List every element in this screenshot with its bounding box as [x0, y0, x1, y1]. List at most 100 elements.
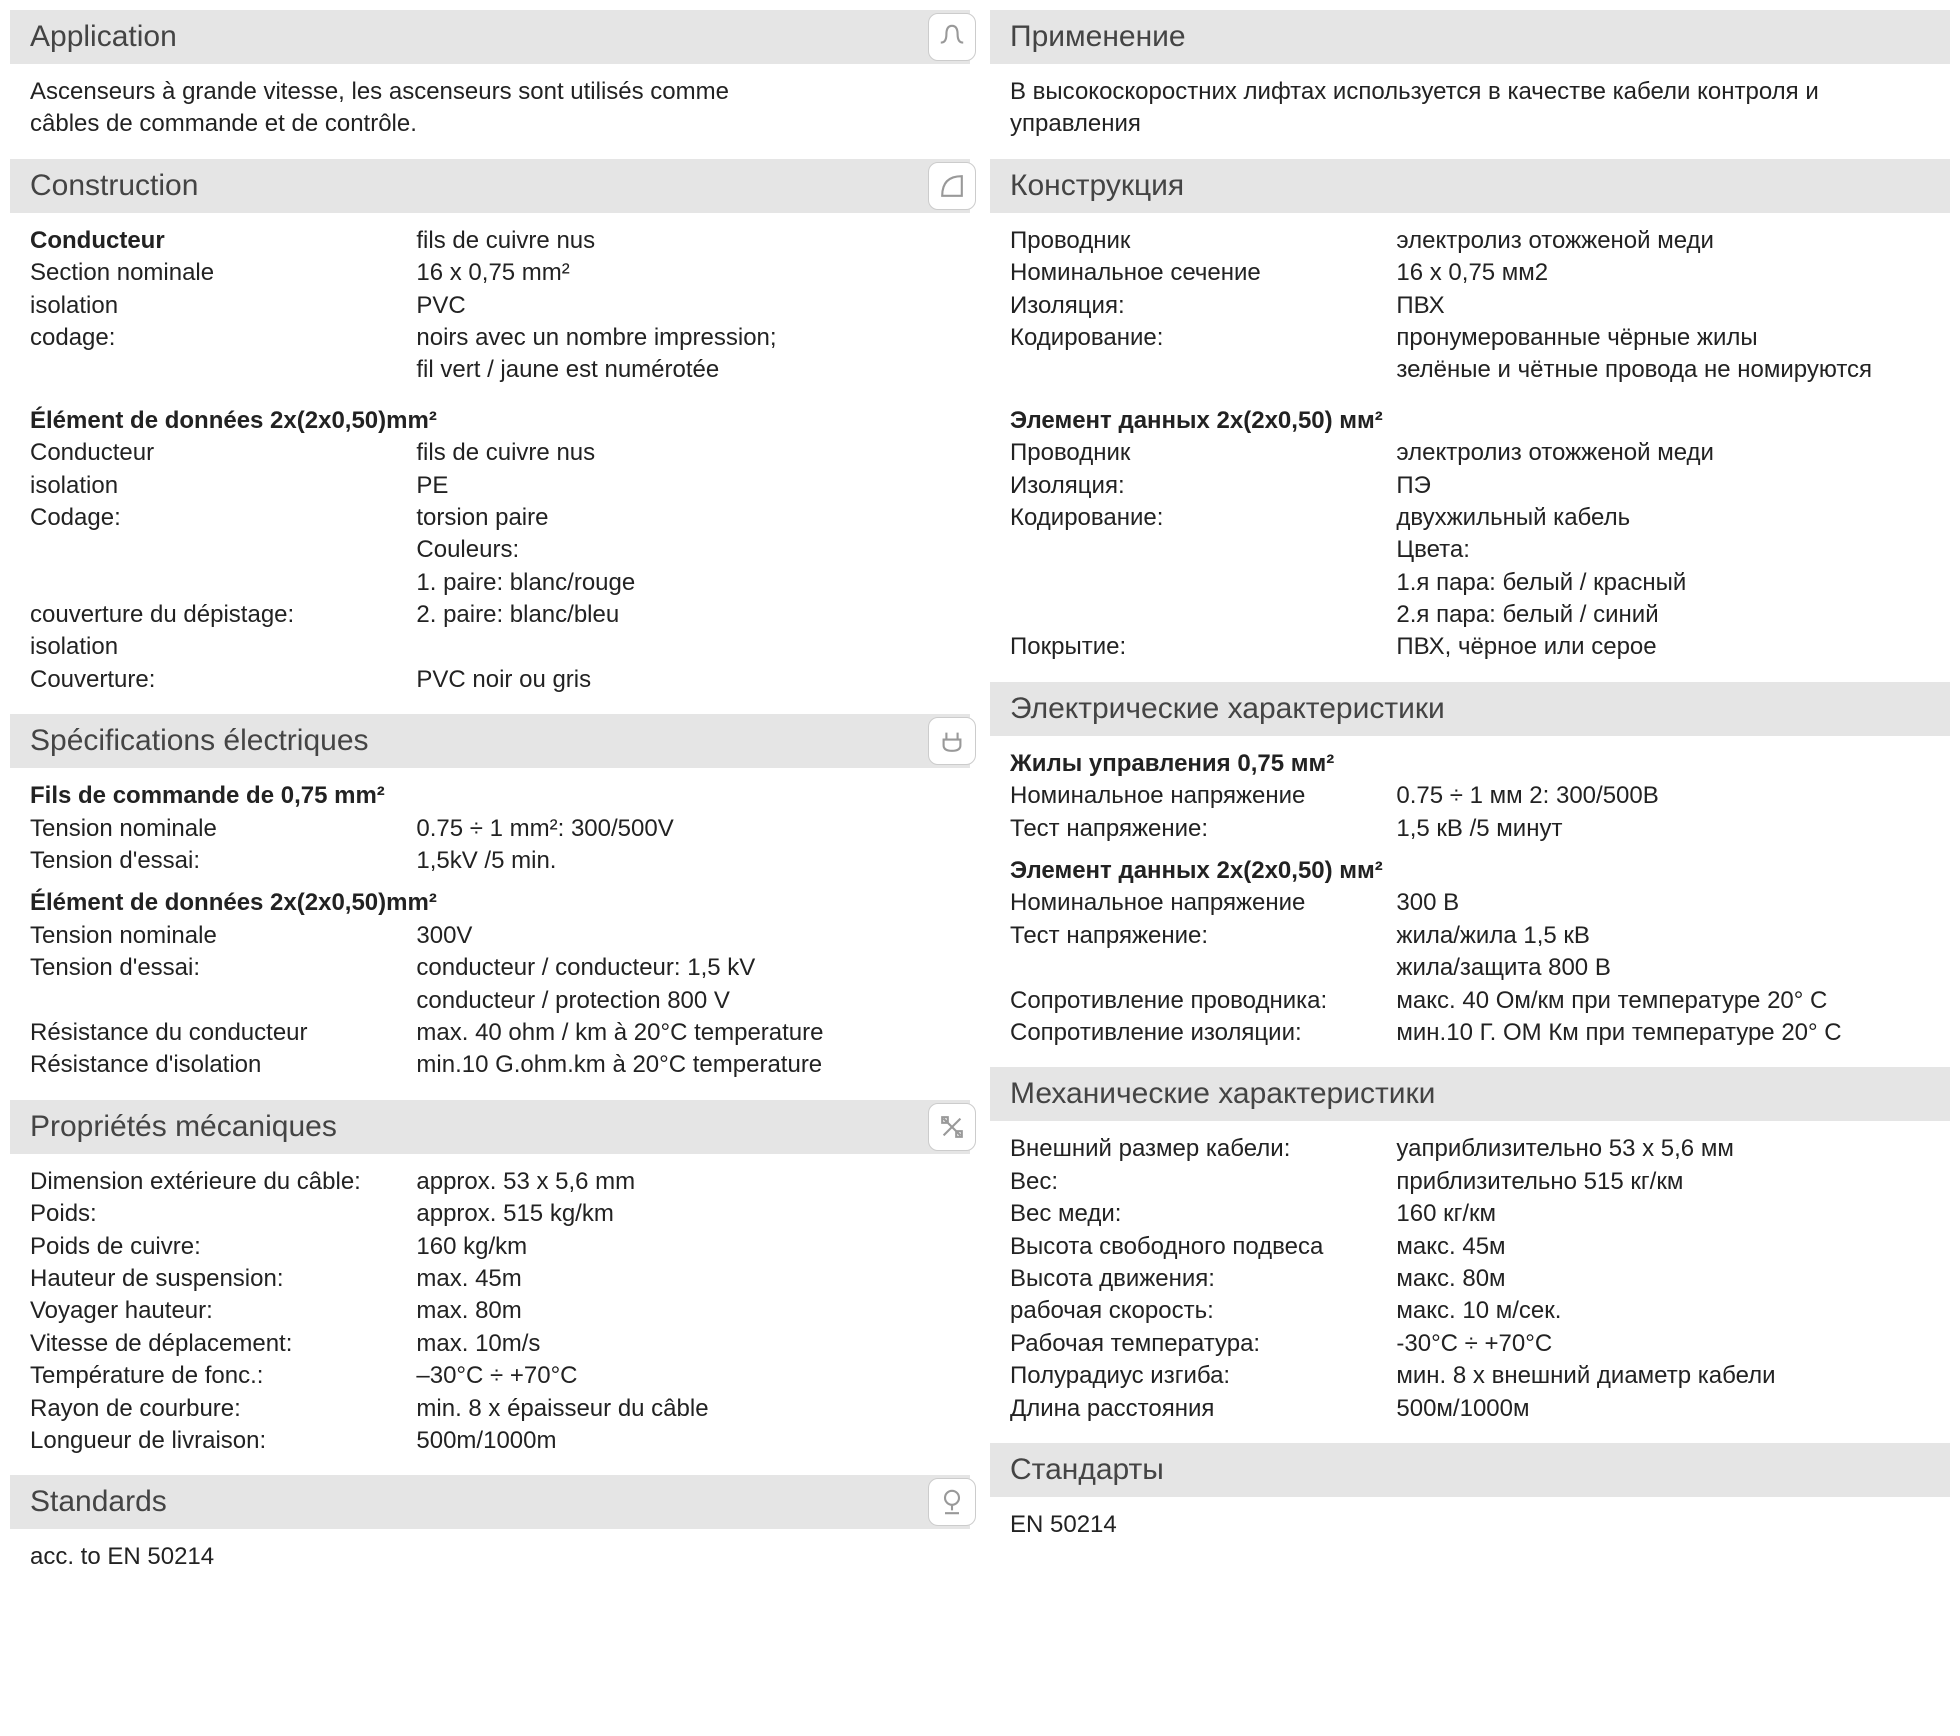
- row-label: рабочая скорость:: [1010, 1295, 1396, 1327]
- row-label: Vitesse de déplacement:: [30, 1328, 416, 1360]
- row-label: Dimension extérieure du câble:: [30, 1166, 416, 1198]
- row-value: мин.10 Г. ОМ Км при температуре 20° С: [1396, 1017, 1930, 1049]
- table-row: Voyager hauteur:max. 80m: [30, 1295, 950, 1327]
- row-label: isolation: [30, 631, 416, 663]
- row-value: [416, 631, 950, 663]
- row-label: Полурадиус изгиба:: [1010, 1360, 1396, 1392]
- ru-application-body: В высокоскоростних лифтах используется в…: [990, 76, 1950, 159]
- ru-electrical-body: Жилы управления 0,75 мм² Номинальное нап…: [990, 748, 1950, 1068]
- row-value: 300V: [416, 920, 950, 952]
- section-title: Standards: [30, 1485, 167, 1518]
- sub-title: Элемент данных 2x(2x0,50) мм²: [1010, 855, 1930, 887]
- ru-mechanical-header: Механические характеристики: [990, 1067, 1950, 1121]
- table-row: Вес меди:160 кг/км: [1010, 1198, 1930, 1230]
- table-row: 1.я пара: белый / красный: [1010, 567, 1930, 599]
- row-label: Poids:: [30, 1198, 416, 1230]
- table-row: Проводникэлектролиз отожженой меди: [1010, 437, 1930, 469]
- table-row: Température de fonc.:–30°C ÷ +70°C: [30, 1360, 950, 1392]
- table-row: 2.я пара: белый / синий: [1010, 599, 1930, 631]
- row-label: isolation: [30, 470, 416, 502]
- row-label: Номинальное сечение: [1010, 257, 1396, 289]
- table-row: Изоляция:ПЭ: [1010, 470, 1930, 502]
- table-row: Hauteur de suspension:max. 45m: [30, 1263, 950, 1295]
- row-value: ПВХ, чёрное или серое: [1396, 631, 1930, 663]
- row-label: Hauteur de suspension:: [30, 1263, 416, 1295]
- row-label: Номинальное напряжение: [1010, 887, 1396, 919]
- row-value: max. 40 ohm / km à 20°C temperature: [416, 1017, 950, 1049]
- standards-text: acc. to EN 50214: [30, 1541, 950, 1573]
- row-value: электролиз отожженой меди: [1396, 225, 1930, 257]
- table-row: Rayon de courbure:min. 8 x épaisseur du …: [30, 1393, 950, 1425]
- row-value: Цвета:: [1396, 534, 1930, 566]
- plug-icon: [928, 717, 976, 765]
- fr-electrical-body: Fils de commande de 0,75 mm² Tension nom…: [10, 780, 970, 1100]
- table-row: Высота движения:макс. 80м: [1010, 1263, 1930, 1295]
- rows-container: Conducteurfils de cuivre nusisolationPEC…: [30, 437, 950, 696]
- table-row: Цвета:: [1010, 534, 1930, 566]
- row-label: Сопротивление проводника:: [1010, 985, 1396, 1017]
- table-row: Изоляция:ПВХ: [1010, 290, 1930, 322]
- row-value: 2.я пара: белый / синий: [1396, 599, 1930, 631]
- row-value: 16 x 0,75 mm²: [416, 257, 950, 289]
- table-row: Номинальное сечение16 x 0,75 мм2: [1010, 257, 1930, 289]
- row-value: conducteur / conducteur: 1,5 kV: [416, 952, 950, 984]
- row-label: [1010, 952, 1396, 984]
- tools-icon: [928, 1103, 976, 1151]
- table-row: Tension nominale0.75 ÷ 1 mm²: 300/500V: [30, 813, 950, 845]
- table-row: Внешний размер кабели:уаприблизительно 5…: [1010, 1133, 1930, 1165]
- fr-electrical-header: Spécifications électriques: [10, 714, 970, 768]
- row-label: [30, 534, 416, 566]
- row-label: Тест напряжение:: [1010, 813, 1396, 845]
- russian-column: Применение В высокоскоростних лифтах исп…: [990, 10, 1950, 1592]
- fr-mechanical-body: Dimension extérieure du câble:approx. 53…: [10, 1166, 970, 1476]
- row-label: Conducteur: [30, 225, 416, 257]
- row-label: couverture du dépistage:: [30, 599, 416, 631]
- row-value: 300 В: [1396, 887, 1930, 919]
- row-label: Номинальное напряжение: [1010, 780, 1396, 812]
- row-value: Couleurs:: [416, 534, 950, 566]
- ru-standards-header: Стандарты: [990, 1443, 1950, 1497]
- table-row: Section nominale16 x 0,75 mm²: [30, 257, 950, 289]
- table-row: Résistance d'isolationmin.10 G.ohm.km à …: [30, 1049, 950, 1081]
- table-row: жила/защита 800 В: [1010, 952, 1930, 984]
- row-value: approx. 515 kg/km: [416, 1198, 950, 1230]
- section-title: Электрические характеристики: [1010, 692, 1445, 725]
- section-title: Применение: [1010, 20, 1186, 53]
- fr-application-body: Ascenseurs à grande vitesse, les ascense…: [10, 76, 970, 159]
- row-label: Рабочая температура:: [1010, 1328, 1396, 1360]
- row-value: 16 x 0,75 мм2: [1396, 257, 1930, 289]
- sub-title: Элемент данных 2x(2x0,50) мм²: [1010, 405, 1930, 437]
- sub-title: Жилы управления 0,75 мм²: [1010, 748, 1930, 780]
- table-row: Poids de cuivre:160 kg/km: [30, 1231, 950, 1263]
- wave-icon: [928, 13, 976, 61]
- fr-standards-body: acc. to EN 50214: [10, 1541, 970, 1591]
- row-label: Изоляция:: [1010, 290, 1396, 322]
- row-value: max. 80m: [416, 1295, 950, 1327]
- section-title: Механические характеристики: [1010, 1077, 1435, 1110]
- row-label: [1010, 567, 1396, 599]
- ru-construction-header: Конструкция: [990, 159, 1950, 213]
- sub-title: Élément de données 2x(2x0,50)mm²: [30, 887, 950, 919]
- row-value: электролиз отожженой меди: [1396, 437, 1930, 469]
- row-label: Tension nominale: [30, 920, 416, 952]
- ru-construction-sub: Элемент данных 2x(2x0,50) мм² Проводникэ…: [990, 405, 1950, 682]
- section-title: Spécifications électriques: [30, 724, 369, 757]
- rows-container: Номинальное напряжение0.75 ÷ 1 мм 2: 300…: [1010, 780, 1930, 845]
- row-label: Résistance d'isolation: [30, 1049, 416, 1081]
- table-row: Проводникэлектролиз отожженой меди: [1010, 225, 1930, 257]
- leaf-icon: [928, 162, 976, 210]
- row-label: Voyager hauteur:: [30, 1295, 416, 1327]
- row-value: 0.75 ÷ 1 mm²: 300/500V: [416, 813, 950, 845]
- row-value: мин. 8 x внешний диаметр кабели: [1396, 1360, 1930, 1392]
- table-row: Сопротивление изоляции:мин.10 Г. ОМ Км п…: [1010, 1017, 1930, 1049]
- ru-mechanical-body: Внешний размер кабели:уаприблизительно 5…: [990, 1133, 1950, 1443]
- table-row: isolationPE: [30, 470, 950, 502]
- row-value: noirs avec un nombre impression;: [416, 322, 950, 354]
- row-value: fil vert / jaune est numérotée: [416, 354, 950, 386]
- section-title: Конструкция: [1010, 169, 1184, 202]
- row-label: [1010, 354, 1396, 386]
- table-row: Vitesse de déplacement:max. 10m/s: [30, 1328, 950, 1360]
- row-label: Высота свободного подвеса: [1010, 1231, 1396, 1263]
- row-value: зелёные и чётные провода не номируются: [1396, 354, 1930, 386]
- row-value: уаприблизительно 53 x 5,6 мм: [1396, 1133, 1930, 1165]
